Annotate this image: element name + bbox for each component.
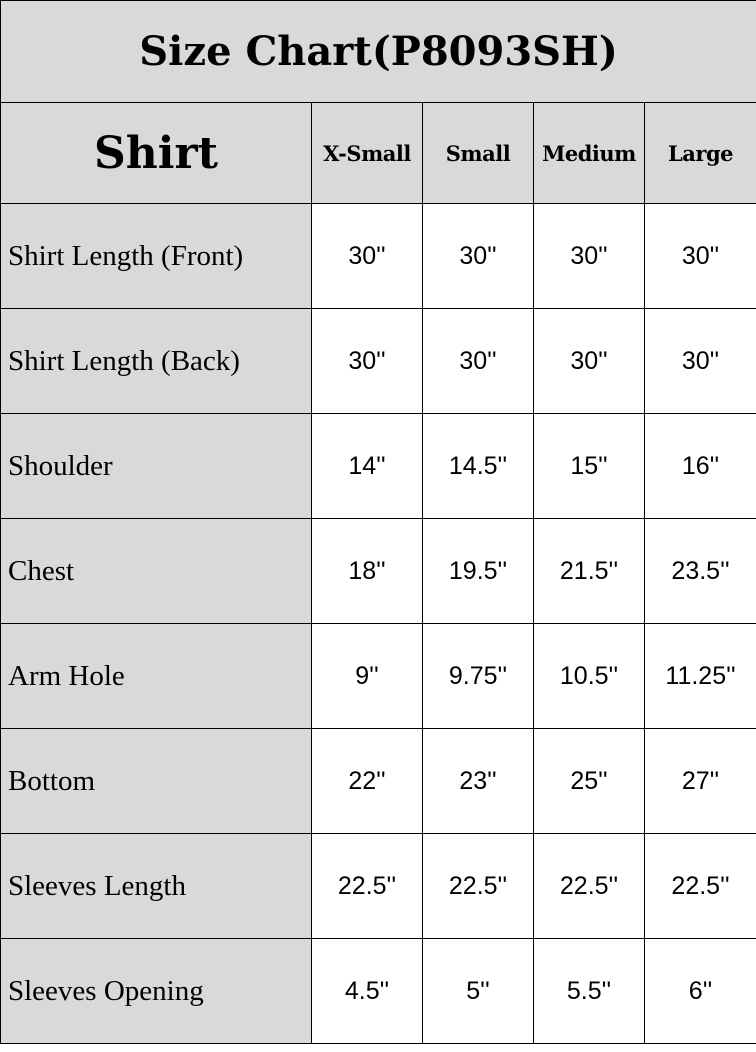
measurement-cell: 30''	[311, 308, 423, 414]
row-label: Bottom	[0, 728, 312, 834]
table-row: Sleeves Length 22.5'' 22.5'' 22.5'' 22.5''	[0, 833, 756, 939]
row-label: Shirt Length (Front)	[0, 203, 312, 309]
measurement-cell: 23.5''	[643, 518, 756, 624]
measurement-cell: 9''	[311, 623, 423, 729]
measurement-cell: 5''	[422, 938, 534, 1044]
row-label: Shirt Length (Back)	[0, 308, 312, 414]
row-label: Arm Hole	[0, 623, 312, 729]
chart-title: Size Chart(P8093SH)	[0, 0, 756, 103]
row-label: Sleeves Opening	[0, 938, 312, 1044]
header-row: Shirt X-Small Small Medium Large	[0, 102, 756, 204]
header-garment: Shirt	[0, 102, 312, 204]
header-size-large: Large	[643, 102, 756, 204]
measurement-cell: 14.5''	[422, 413, 534, 519]
table-row: Shoulder 14'' 14.5'' 15'' 16''	[0, 413, 756, 519]
header-size-medium: Medium	[533, 102, 645, 204]
measurement-cell: 9.75''	[422, 623, 534, 729]
measurement-cell: 4.5''	[311, 938, 423, 1044]
measurement-cell: 16''	[643, 413, 756, 519]
measurement-cell: 30''	[643, 308, 756, 414]
table-row: Chest 18'' 19.5'' 21.5'' 23.5''	[0, 518, 756, 624]
table-row: Shirt Length (Front) 30'' 30'' 30'' 30''	[0, 203, 756, 309]
measurement-cell: 21.5''	[533, 518, 645, 624]
measurement-cell: 6''	[643, 938, 756, 1044]
measurement-cell: 30''	[422, 203, 534, 309]
table-row: Sleeves Opening 4.5'' 5'' 5.5'' 6''	[0, 938, 756, 1044]
measurement-cell: 10.5''	[533, 623, 645, 729]
measurement-cell: 25''	[533, 728, 645, 834]
measurement-cell: 11.25''	[643, 623, 756, 729]
measurement-cell: 22.5''	[533, 833, 645, 939]
header-size-small: Small	[422, 102, 534, 204]
measurement-cell: 30''	[533, 203, 645, 309]
row-label: Sleeves Length	[0, 833, 312, 939]
measurement-cell: 22.5''	[311, 833, 423, 939]
measurement-cell: 18''	[311, 518, 423, 624]
measurement-cell: 22.5''	[643, 833, 756, 939]
measurement-cell: 22.5''	[422, 833, 534, 939]
row-label: Chest	[0, 518, 312, 624]
table-row: Shirt Length (Back) 30'' 30'' 30'' 30''	[0, 308, 756, 414]
measurement-cell: 23''	[422, 728, 534, 834]
measurement-cell: 27''	[643, 728, 756, 834]
table-row: Bottom 22'' 23'' 25'' 27''	[0, 728, 756, 834]
measurement-cell: 30''	[311, 203, 423, 309]
measurement-cell: 5.5''	[533, 938, 645, 1044]
measurement-cell: 30''	[422, 308, 534, 414]
measurement-cell: 14''	[311, 413, 423, 519]
table-row: Arm Hole 9'' 9.75'' 10.5'' 11.25''	[0, 623, 756, 729]
header-size-xsmall: X-Small	[311, 102, 423, 204]
row-label: Shoulder	[0, 413, 312, 519]
measurement-cell: 30''	[533, 308, 645, 414]
measurement-cell: 30''	[643, 203, 756, 309]
measurement-cell: 15''	[533, 413, 645, 519]
measurement-cell: 19.5''	[422, 518, 534, 624]
measurement-cell: 22''	[311, 728, 423, 834]
